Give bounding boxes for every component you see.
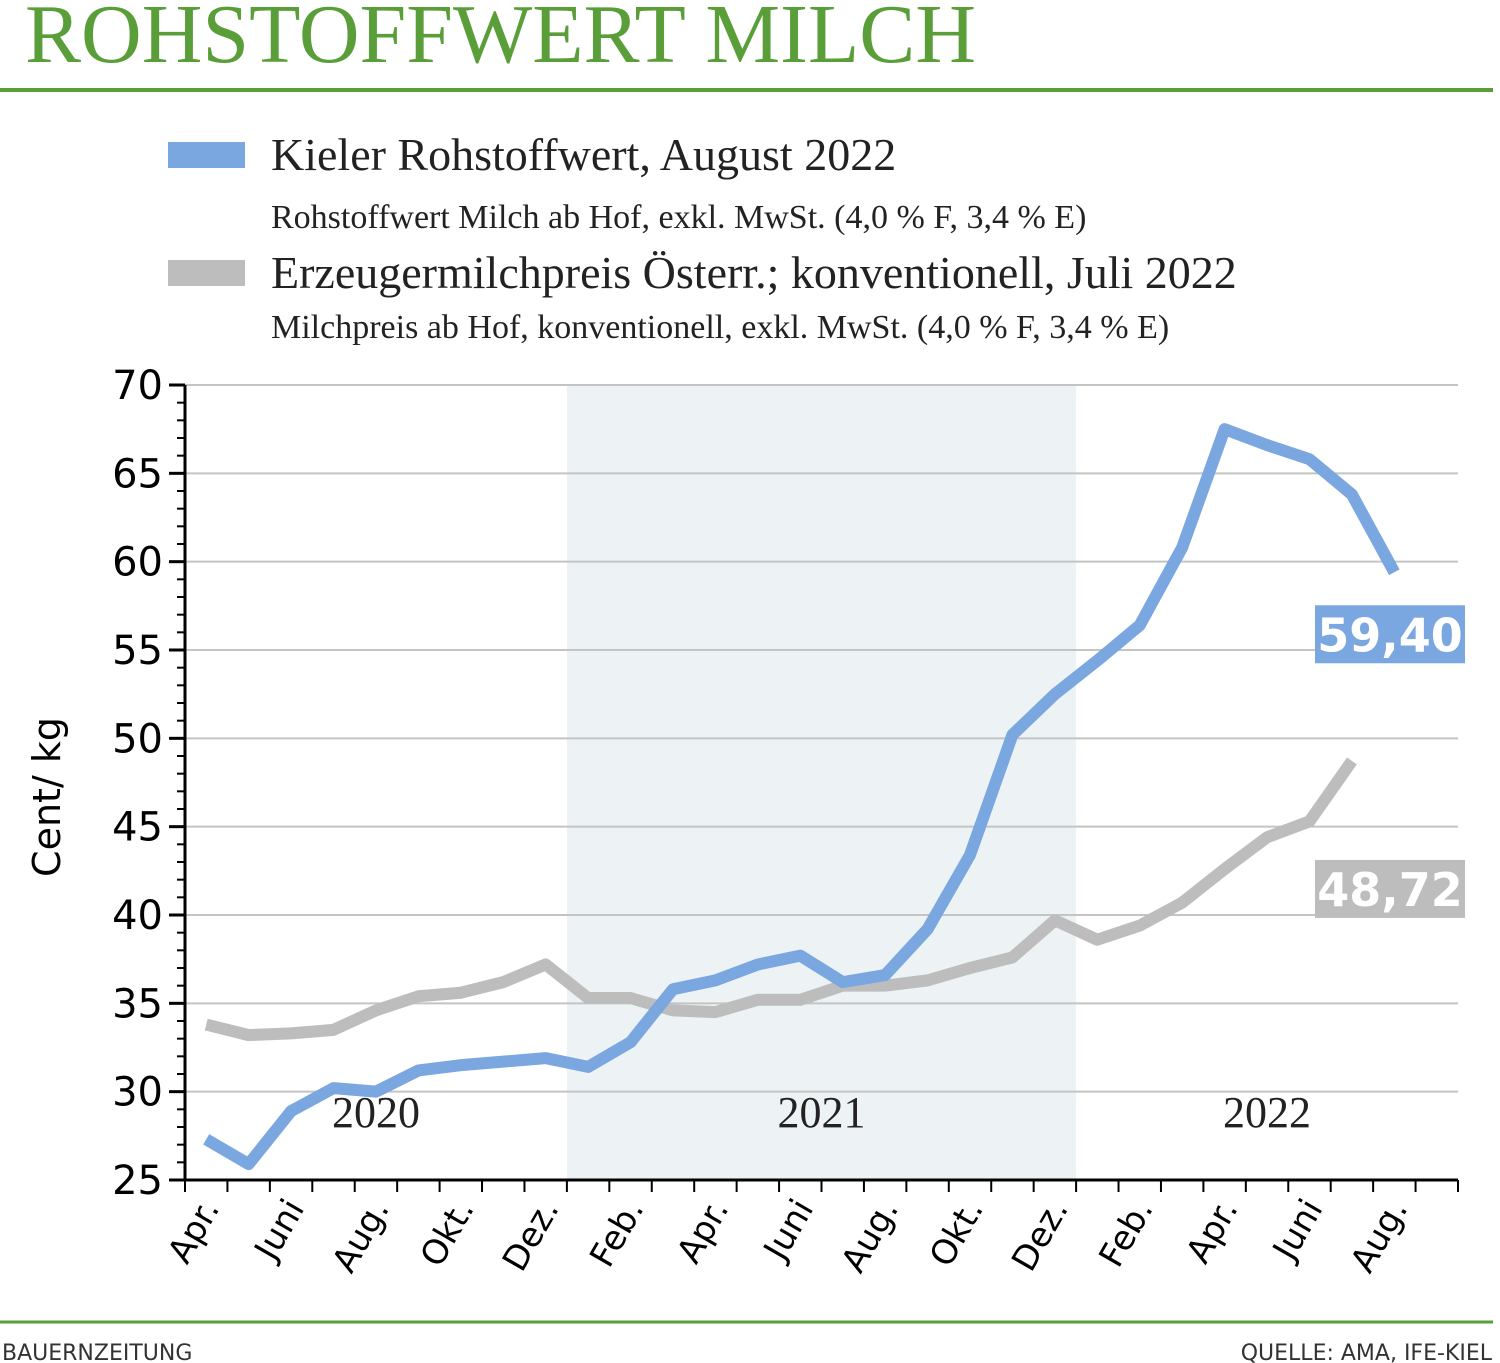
y-tick-label: 70: [112, 363, 163, 409]
y-tick-label: 25: [112, 1158, 163, 1204]
x-tick-label: Okt.: [413, 1193, 483, 1274]
series-line: [203, 423, 1400, 1171]
y-tick-label: 45: [112, 805, 163, 851]
footer: BAUERNZEITUNG: [2, 1341, 192, 1363]
x-tick-label: Apr.: [1179, 1193, 1247, 1271]
y-tick-label: 50: [112, 716, 163, 762]
legend-label: Erzeugermilchpreis Österr.; konventionel…: [271, 247, 1237, 298]
legend-label: Kieler Rohstoffwert, August 2022: [271, 129, 896, 180]
value-label-box: [1315, 605, 1465, 664]
footer: QUELLE: AMA, IFE-KIEL: [1241, 1341, 1493, 1363]
x-tick-label: Dez.: [495, 1193, 568, 1279]
x-tick-label: Feb.: [582, 1193, 652, 1275]
x-tick-label: Apr.: [160, 1193, 228, 1271]
legend-description: Milchpreis ab Hof, konventionell, exkl. …: [271, 309, 1169, 346]
x-tick-label: Apr.: [669, 1193, 737, 1271]
year-label: 2021: [778, 1088, 866, 1137]
value-label-box: [1315, 859, 1465, 918]
x-tick-label: Juni: [246, 1193, 313, 1269]
y-tick-label: 35: [112, 981, 163, 1027]
x-tick-label: Aug.: [1343, 1193, 1416, 1280]
x-tick-label: Aug.: [325, 1193, 398, 1280]
y-tick-label: 60: [112, 540, 163, 586]
y-tick-label: 30: [112, 1070, 163, 1116]
legend-description: Rohstoffwert Milch ab Hof, exkl. MwSt. (…: [271, 199, 1086, 236]
x-tick-label: Aug.: [834, 1193, 907, 1280]
y-tick-label: 40: [112, 893, 163, 939]
value-label: 59,40: [1317, 608, 1463, 662]
x-tick-label: Dez.: [1004, 1193, 1077, 1279]
x-tick-label: Juni: [1264, 1193, 1331, 1269]
year-label: 2022: [1223, 1088, 1311, 1137]
x-tick-label: Okt.: [922, 1193, 992, 1274]
chart-title: ROHSTOFFWERT MILCH: [25, 0, 976, 81]
y-tick-label: 65: [112, 451, 163, 497]
y-tick-label: 55: [112, 628, 163, 674]
legend-swatch: [168, 260, 245, 286]
value-label: 48,72: [1317, 863, 1463, 917]
x-tick-label: Feb.: [1091, 1193, 1161, 1275]
legend-swatch: [168, 142, 245, 168]
y-axis-label: Cent/ kg: [25, 717, 69, 877]
x-tick-label: Juni: [755, 1193, 822, 1269]
series-line: [204, 757, 1357, 1042]
